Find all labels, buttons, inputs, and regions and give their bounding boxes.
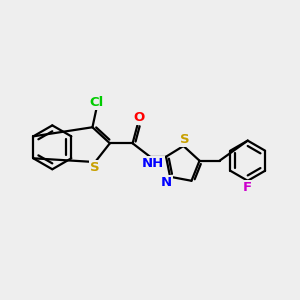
Text: N: N [160,176,172,189]
Text: Cl: Cl [89,96,103,109]
Text: F: F [243,181,252,194]
Text: S: S [90,161,100,174]
Text: NH: NH [142,157,164,170]
Text: O: O [134,111,145,124]
Text: S: S [180,133,190,146]
